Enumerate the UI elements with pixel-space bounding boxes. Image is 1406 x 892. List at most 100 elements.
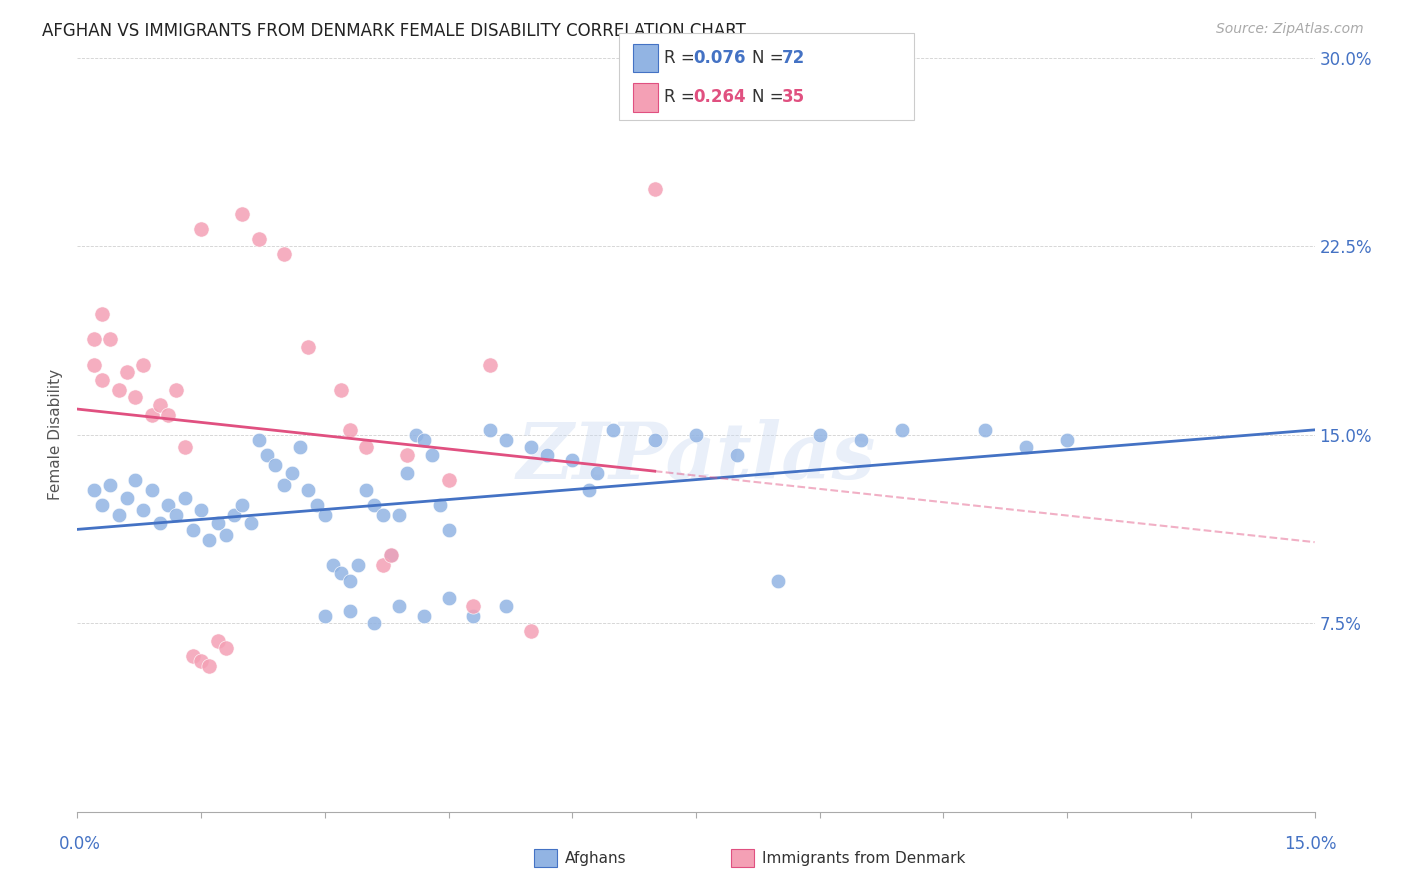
Text: 0.076: 0.076 [693, 49, 745, 67]
Point [107, 508, 129, 523]
Text: 35: 35 [782, 88, 804, 106]
Point [849, 433, 872, 447]
Point [297, 340, 319, 354]
Point [124, 473, 146, 487]
Point [83, 332, 105, 346]
Point [891, 423, 914, 437]
Text: N =: N = [752, 49, 789, 67]
Point [768, 574, 790, 588]
Text: 0.0%: 0.0% [59, 835, 101, 853]
Text: R =: R = [664, 88, 700, 106]
Point [371, 508, 394, 523]
Point [91, 498, 114, 512]
Point [215, 641, 238, 656]
Point [388, 599, 411, 613]
Point [132, 358, 155, 372]
Point [520, 624, 543, 638]
Text: Immigrants from Denmark: Immigrants from Denmark [762, 851, 966, 865]
Point [231, 498, 253, 512]
Point [305, 498, 328, 512]
Point [83, 358, 105, 372]
Point [314, 508, 336, 523]
Point [322, 558, 344, 573]
Point [363, 616, 385, 631]
Point [354, 483, 377, 497]
Point [98, 332, 121, 346]
Point [578, 483, 600, 497]
Point [725, 448, 748, 462]
Point [181, 648, 204, 663]
Point [83, 483, 105, 497]
Point [354, 441, 377, 455]
Text: Afghans: Afghans [565, 851, 627, 865]
Point [437, 473, 460, 487]
Point [239, 516, 262, 530]
Text: AFGHAN VS IMMIGRANTS FROM DENMARK FEMALE DISABILITY CORRELATION CHART: AFGHAN VS IMMIGRANTS FROM DENMARK FEMALE… [42, 22, 747, 40]
Point [281, 466, 304, 480]
Point [215, 528, 238, 542]
Point [396, 448, 419, 462]
Point [198, 659, 221, 673]
Point [973, 423, 995, 437]
Point [165, 508, 187, 523]
Point [165, 383, 187, 397]
Point [644, 433, 666, 447]
Point [181, 524, 204, 538]
Point [157, 408, 180, 422]
Point [405, 427, 427, 442]
Point [264, 458, 287, 472]
Point [141, 483, 163, 497]
Point [222, 508, 245, 523]
Point [198, 533, 221, 548]
Point [536, 448, 558, 462]
Point [412, 608, 434, 623]
Point [520, 441, 543, 455]
Point [1056, 433, 1078, 447]
Point [190, 503, 212, 517]
Point [1015, 441, 1038, 455]
Point [330, 383, 353, 397]
Point [495, 433, 517, 447]
Point [314, 608, 336, 623]
Point [586, 466, 609, 480]
Point [115, 491, 138, 505]
Point [478, 423, 501, 437]
Point [602, 423, 624, 437]
Point [288, 441, 311, 455]
Point [297, 483, 319, 497]
Point [141, 408, 163, 422]
Point [107, 383, 129, 397]
Point [437, 524, 460, 538]
Text: ZIPatlas: ZIPatlas [516, 419, 876, 496]
Point [339, 423, 361, 437]
Point [149, 516, 172, 530]
Point [207, 633, 229, 648]
Point [91, 307, 114, 321]
Point [330, 566, 353, 580]
Point [346, 558, 368, 573]
Point [247, 433, 270, 447]
Point [91, 373, 114, 387]
Point [388, 508, 411, 523]
Point [247, 232, 270, 246]
Point [132, 503, 155, 517]
Point [339, 604, 361, 618]
Point [231, 207, 253, 221]
Point [98, 478, 121, 492]
Point [339, 574, 361, 588]
Point [463, 608, 485, 623]
Text: N =: N = [752, 88, 789, 106]
Text: Source: ZipAtlas.com: Source: ZipAtlas.com [1216, 22, 1364, 37]
Point [478, 358, 501, 372]
Text: 0.264: 0.264 [693, 88, 745, 106]
Point [380, 549, 402, 563]
Point [396, 466, 419, 480]
Text: R =: R = [664, 49, 700, 67]
Point [173, 441, 195, 455]
Point [495, 599, 517, 613]
Point [273, 247, 295, 261]
Point [173, 491, 195, 505]
Point [412, 433, 434, 447]
Point [190, 222, 212, 236]
Point [115, 365, 138, 379]
